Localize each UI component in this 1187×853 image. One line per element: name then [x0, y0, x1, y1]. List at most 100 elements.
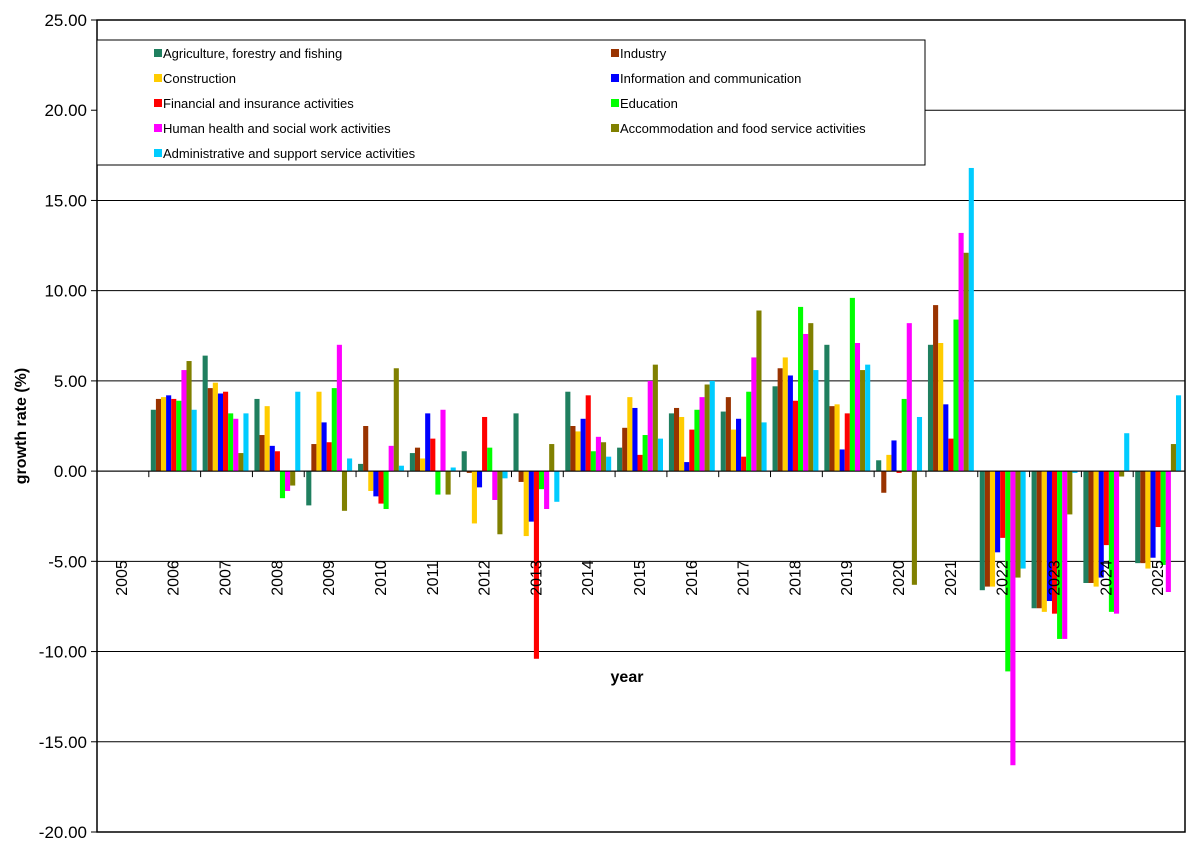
bar — [554, 471, 560, 502]
bar — [393, 368, 399, 472]
bar — [482, 416, 488, 472]
bar — [243, 413, 249, 472]
bar — [435, 471, 441, 495]
bar — [466, 471, 472, 473]
bar — [984, 471, 990, 587]
bar — [259, 435, 265, 472]
bar — [238, 453, 244, 472]
bar — [326, 442, 332, 472]
bar — [1113, 471, 1120, 614]
bar — [414, 447, 421, 472]
bar — [1098, 471, 1104, 578]
bar — [1160, 471, 1166, 565]
bar — [782, 357, 788, 472]
bar — [274, 451, 280, 472]
bar — [295, 391, 301, 472]
bar — [689, 429, 695, 472]
bar — [1155, 471, 1161, 528]
x-tick-label: 2012 — [477, 560, 494, 596]
bar — [538, 471, 545, 490]
bar — [445, 471, 451, 495]
legend-label: Administrative and support service activ… — [163, 146, 416, 161]
y-tick-label: -20.00 — [39, 823, 87, 842]
bar — [896, 471, 902, 473]
bar — [657, 438, 663, 472]
x-tick-label: 2007 — [218, 560, 235, 596]
bar — [585, 395, 591, 472]
bar — [264, 406, 270, 472]
bar — [787, 375, 793, 472]
bar — [368, 471, 374, 491]
y-axis-title: growth rate (%) — [13, 368, 30, 484]
bar — [632, 407, 638, 472]
bar — [694, 409, 700, 472]
bar — [829, 406, 835, 472]
bar — [590, 451, 596, 472]
bar — [1135, 471, 1141, 564]
bar — [150, 409, 156, 472]
bar — [901, 398, 907, 472]
legend-swatch — [154, 74, 162, 82]
bar — [1124, 433, 1130, 472]
bar — [1041, 471, 1047, 612]
bar — [228, 413, 234, 472]
bar — [824, 344, 830, 472]
bar — [549, 444, 555, 472]
x-tick-label: 2020 — [891, 560, 908, 596]
bar — [979, 471, 985, 591]
bar — [570, 426, 576, 472]
x-tick-label: 2025 — [1150, 560, 1167, 596]
x-tick-label: 2013 — [528, 560, 545, 596]
bar — [876, 460, 882, 472]
x-tick-label: 2011 — [425, 561, 442, 596]
y-tick-label: -5.00 — [48, 552, 87, 571]
bar — [911, 471, 917, 585]
bar — [736, 418, 742, 472]
bar — [430, 438, 436, 472]
x-tick-label: 2015 — [632, 560, 649, 596]
bar — [223, 391, 229, 472]
bar — [1067, 471, 1073, 515]
bar — [849, 297, 855, 472]
bar — [383, 471, 389, 510]
legend-swatch — [154, 49, 162, 57]
bar — [622, 427, 628, 472]
x-tick-label: 2006 — [166, 560, 183, 596]
bar — [927, 344, 934, 472]
bar — [699, 397, 705, 472]
x-tick-label: 2018 — [787, 560, 804, 596]
x-tick-label: 2014 — [580, 560, 597, 596]
bar — [311, 444, 317, 472]
bar — [803, 333, 809, 472]
bar — [839, 449, 845, 472]
bar — [963, 252, 969, 472]
legend-label: Financial and insurance activities — [163, 96, 354, 111]
bar — [808, 323, 814, 472]
bar — [709, 380, 715, 472]
bar — [1046, 471, 1052, 602]
bar — [938, 342, 944, 472]
bar — [725, 397, 731, 472]
legend-swatch — [611, 99, 619, 107]
legend-swatch — [154, 99, 162, 107]
bar — [409, 453, 415, 472]
plot-frame — [96, 19, 1186, 833]
bar — [617, 447, 623, 472]
y-tick-label: -10.00 — [39, 643, 87, 662]
legend-label: Industry — [620, 46, 667, 61]
x-tick-label: 2022 — [995, 560, 1012, 596]
bar — [544, 471, 550, 510]
bar — [161, 397, 167, 472]
x-tick-label: 2010 — [373, 560, 390, 596]
bar — [1000, 471, 1006, 538]
bar — [207, 388, 213, 472]
x-tick-label: 2005 — [114, 560, 131, 596]
bar — [792, 400, 799, 472]
bar — [751, 357, 757, 472]
bar — [854, 342, 861, 472]
bar — [756, 310, 762, 472]
bar — [1103, 471, 1109, 546]
bar — [363, 426, 369, 472]
bar — [358, 463, 364, 472]
bar — [425, 413, 431, 472]
